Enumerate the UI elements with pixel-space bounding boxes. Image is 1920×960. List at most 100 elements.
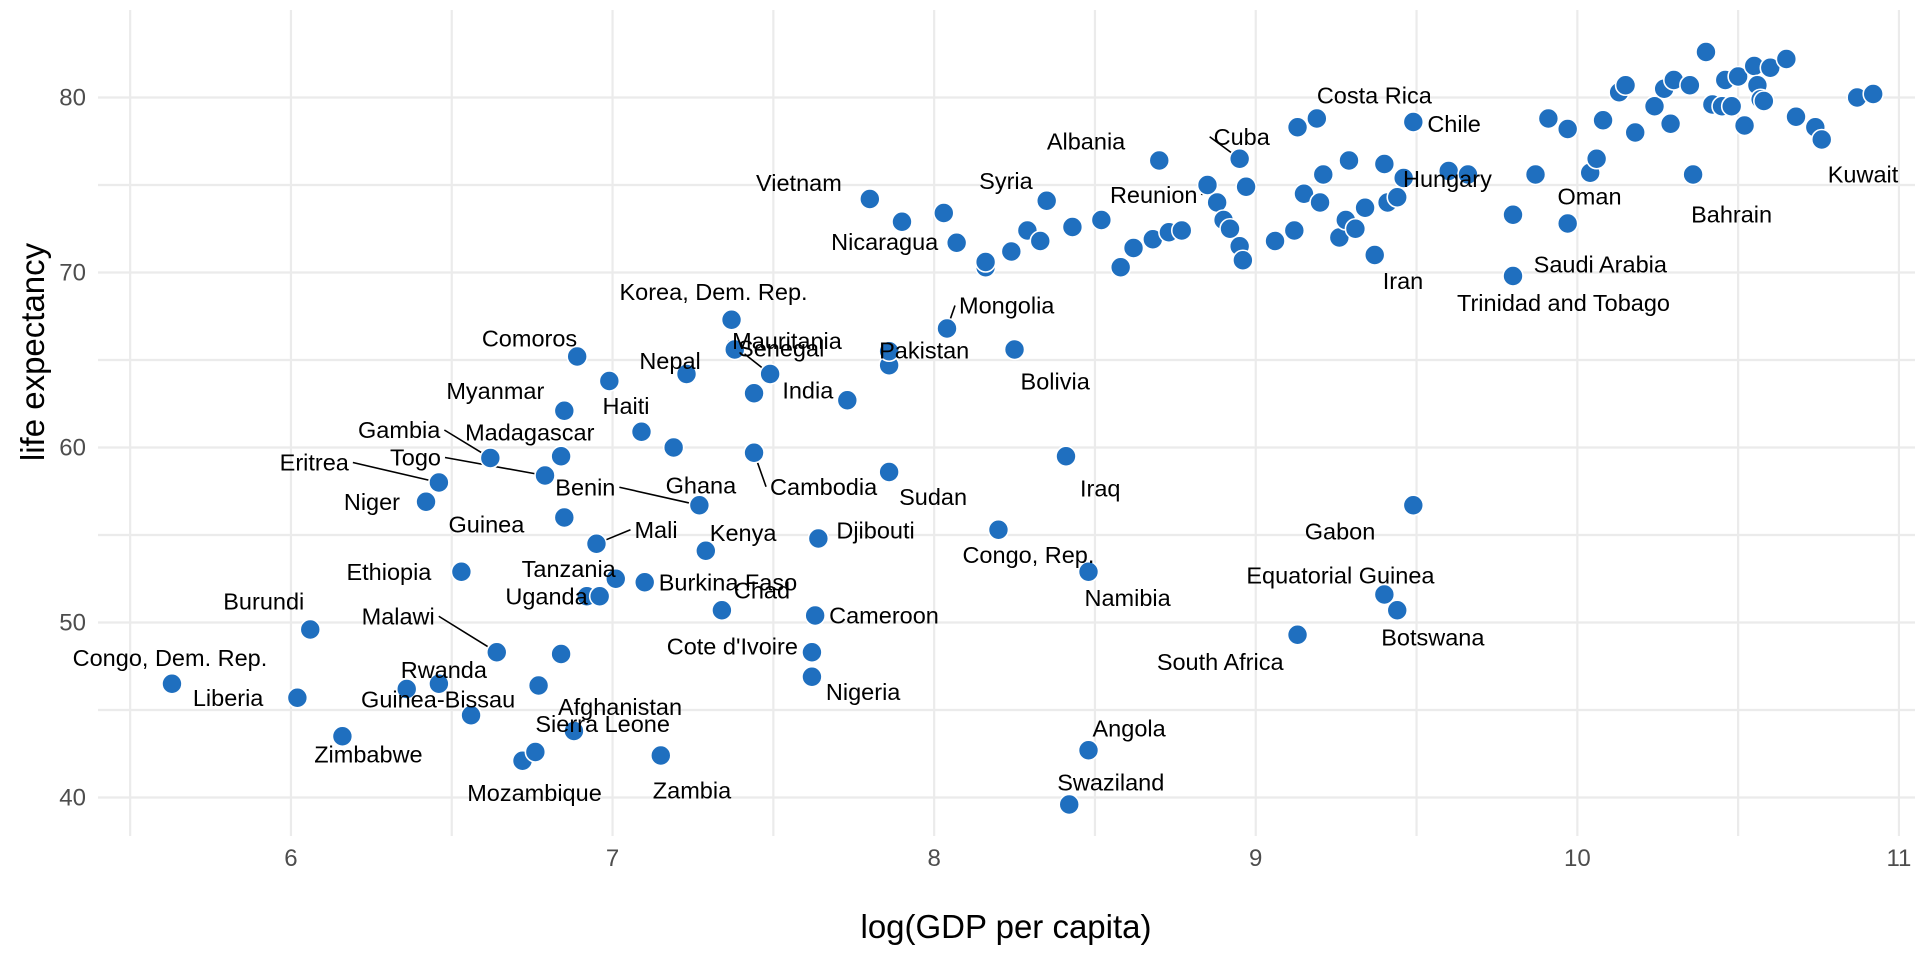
point-label-bahrain: Bahrain — [1691, 202, 1772, 228]
leader-line-benin — [619, 486, 690, 504]
data-point-zambia — [649, 744, 672, 767]
y-tick-label: 80 — [59, 85, 86, 112]
point-label-congo-rep: Congo, Rep. — [962, 542, 1094, 568]
data-point-liberia — [286, 686, 309, 709]
data-point — [1312, 163, 1335, 186]
data-point — [1733, 114, 1756, 137]
point-label-kuwait: Kuwait — [1828, 162, 1899, 188]
point-label-cuba: Cuba — [1214, 124, 1271, 150]
data-point-guinea — [553, 506, 576, 529]
data-point-reunion — [1196, 174, 1219, 196]
data-point-mauritania — [759, 363, 781, 385]
point-label-myanmar: Myanmar — [446, 378, 544, 404]
data-point-cote-d-ivoire — [801, 641, 823, 664]
point-labels: Congo, Dem. Rep. Liberia Burundi Zimbabwe Rw… — [73, 83, 1899, 806]
y-tick-label: 40 — [59, 785, 86, 812]
x-tick-label: 9 — [1249, 845, 1262, 872]
y-tick-label: 50 — [59, 610, 86, 637]
point-label-guinea-bissau: Guinea-Bissau — [361, 686, 515, 712]
point-label-india: India — [782, 377, 834, 403]
data-point — [891, 210, 913, 233]
data-point — [1392, 167, 1415, 189]
data-point-myanmar — [553, 399, 576, 422]
data-point-saudi-arabia — [1556, 212, 1579, 235]
point-label-mali: Mali — [634, 517, 677, 543]
point-label-cambodia: Cambodia — [770, 474, 878, 500]
data-point — [1309, 191, 1331, 214]
x-tick-label: 6 — [284, 845, 297, 872]
data-point — [1286, 116, 1309, 139]
x-axis-tick-labels: 6 7 8 9 10 11 — [284, 845, 1911, 872]
y-axis-title: life expectancy — [14, 242, 51, 461]
point-label-chad: Chad — [734, 577, 790, 603]
point-label-madagascar: Madagascar — [465, 419, 594, 445]
point-label-kenya: Kenya — [710, 520, 778, 546]
data-point — [1720, 95, 1743, 118]
data-point — [1679, 74, 1701, 97]
leader-line-malawi — [438, 615, 489, 648]
data-point-equatorial-guinea — [1373, 583, 1396, 606]
data-point-oman — [1524, 163, 1547, 186]
data-point-comoros — [566, 345, 588, 368]
data-point — [675, 363, 698, 385]
point-label-malawi: Malawi — [362, 603, 435, 629]
data-point-mali — [585, 532, 608, 555]
data-point-congo-rep — [987, 518, 1010, 541]
data-point-djibouti — [807, 527, 830, 550]
data-point — [1170, 219, 1193, 242]
data-point-congo-dem-rep — [161, 672, 183, 695]
point-label-angola: Angola — [1093, 715, 1167, 741]
point-label-gambia: Gambia — [358, 417, 441, 443]
point-label-namibia: Namibia — [1085, 585, 1172, 611]
data-point-burundi — [299, 618, 322, 641]
x-axis-title: log(GDP per capita) — [860, 908, 1151, 945]
data-point — [1624, 121, 1647, 144]
data-point — [1862, 83, 1884, 105]
point-label-senegal: Senegal — [738, 335, 824, 361]
data-point — [1785, 105, 1807, 128]
point-label-sudan: Sudan — [899, 484, 967, 510]
data-point-nigeria — [801, 665, 823, 688]
data-point — [1753, 90, 1775, 112]
minor-gridlines — [98, 10, 1915, 836]
data-point-senegal — [743, 382, 765, 405]
point-label-bolivia: Bolivia — [1021, 369, 1091, 395]
point-label-gabon: Gabon — [1305, 518, 1376, 544]
point-label-syria: Syria — [979, 168, 1033, 194]
point-label-reunion: Reunion — [1110, 182, 1198, 208]
data-point-zimbabwe — [331, 725, 354, 748]
data-point-albania — [1148, 149, 1171, 172]
data-point — [1354, 196, 1376, 219]
point-label-mongolia: Mongolia — [959, 293, 1055, 319]
point-label-sierra-leone: Sierra Leone — [535, 711, 670, 737]
data-point — [1695, 41, 1717, 63]
point-label-zambia: Zambia — [653, 778, 732, 804]
point-label-mauritania: Mauritania — [732, 328, 843, 354]
data-point-guinea-bissau — [460, 704, 482, 727]
data-point-korea-dem-rep — [720, 308, 743, 331]
point-label-korea-dem-rep: Korea, Dem. Rep. — [619, 279, 807, 305]
data-point-bolivia — [1003, 338, 1026, 361]
point-label-burkina-faso: Burkina Faso — [659, 569, 797, 595]
point-label-djibouti: Djibouti — [836, 518, 914, 544]
point-label-zimbabwe: Zimbabwe — [314, 741, 422, 767]
point-label-cameroon: Cameroon — [829, 603, 939, 629]
data-point-trinidad-and-tobago — [1502, 265, 1524, 287]
data-point — [945, 231, 968, 254]
data-point — [1090, 209, 1113, 231]
data-point-iran — [1363, 244, 1386, 266]
data-point-costa-rica — [1306, 107, 1328, 130]
data-point-syria — [1035, 189, 1058, 212]
data-point — [1264, 230, 1286, 252]
y-axis-tick-labels: 40 50 60 70 80 — [59, 85, 86, 812]
data-point-kuwait — [1810, 128, 1833, 151]
point-label-nigeria: Nigeria — [826, 679, 901, 705]
point-label-hungary: Hungary — [1403, 166, 1492, 192]
data-point-south-africa — [1286, 623, 1309, 646]
point-label-botswana: Botswana — [1381, 624, 1485, 650]
point-label-niger: Niger — [344, 489, 400, 515]
leader-line-mongolia — [949, 305, 956, 320]
point-label-burundi: Burundi — [223, 589, 304, 615]
data-point — [1219, 217, 1241, 240]
